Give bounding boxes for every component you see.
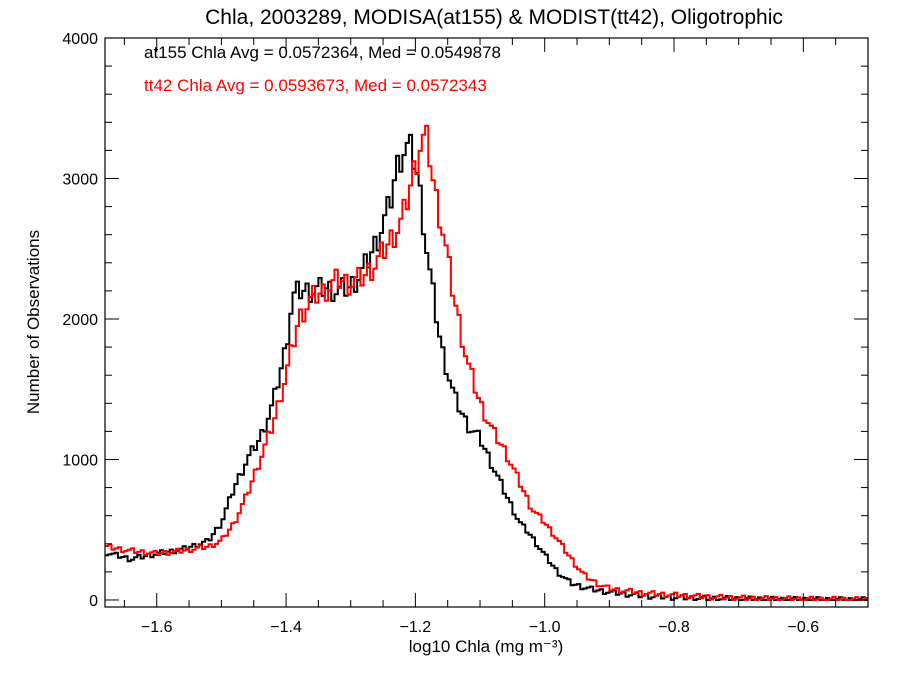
axis-ticks: −1.6 −1.4 −1.2 −1.0 −0.8 −0.6 0 1000 2000 3000 400…: [62, 31, 869, 636]
x-axis-label: log10 Chla (mg m⁻³): [409, 637, 563, 656]
y-axis-label: Number of Observations: [24, 230, 43, 414]
chart-title: Chla, 2003289, MODISA(at155) & MODIST(tt…: [205, 6, 783, 29]
series-line-1: [105, 124, 868, 601]
y-tick-label: 0: [89, 593, 98, 610]
stats-annotation-tt42: tt42 Chla Avg = 0.0593673, Med = 0.05723…: [144, 76, 487, 95]
x-tick-label: −1.2: [400, 619, 432, 636]
series-layer: [105, 124, 868, 601]
plot-frame: [104, 37, 869, 608]
y-tick-label: 2000: [62, 312, 98, 329]
stats-annotation-at155: at155 Chla Avg = 0.0572364, Med = 0.0549…: [144, 43, 501, 62]
y-tick-label: 1000: [62, 452, 98, 469]
y-tick-label: 4000: [62, 31, 98, 48]
y-tick-label: 3000: [62, 171, 98, 188]
x-tick-label: −0.6: [788, 619, 820, 636]
x-tick-label: −1.4: [270, 619, 302, 636]
x-tick-label: −0.8: [658, 619, 690, 636]
x-tick-label: −1.6: [141, 619, 173, 636]
series-line-0: [105, 133, 868, 601]
x-tick-label: −1.0: [529, 619, 561, 636]
